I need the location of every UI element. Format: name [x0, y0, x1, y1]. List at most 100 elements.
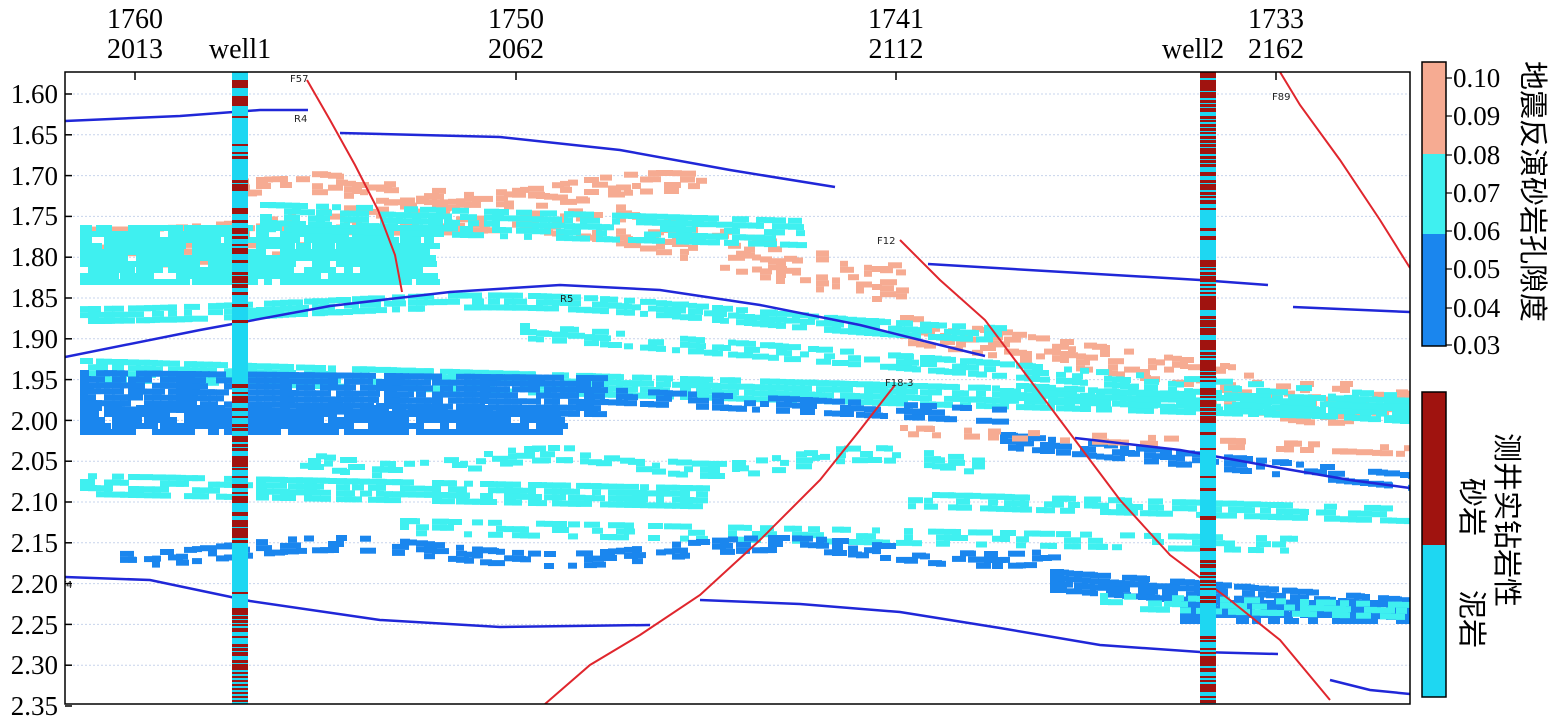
porosity-cell	[1404, 390, 1410, 397]
porosity-cell	[584, 234, 597, 241]
porosity-cell	[568, 294, 581, 301]
porosity-cell	[392, 479, 403, 486]
porosity-cell	[1124, 497, 1132, 504]
porosity-cell	[912, 366, 921, 373]
porosity-cell	[528, 417, 540, 423]
porosity-cell	[400, 201, 414, 208]
porosity-cell	[728, 254, 745, 261]
porosity-cell	[224, 273, 237, 279]
well-sand-layer	[232, 672, 248, 674]
porosity-cell	[1176, 533, 1187, 540]
porosity-cell	[904, 534, 913, 541]
porosity-cell	[672, 496, 682, 503]
porosity-cell	[160, 243, 169, 249]
porosity-cell	[784, 255, 797, 262]
porosity-cell	[400, 267, 415, 273]
porosity-cell	[592, 381, 604, 388]
porosity-cell	[1004, 500, 1014, 507]
well-sand-layer	[232, 512, 248, 516]
porosity-cell	[768, 264, 777, 271]
porosity-cell	[1324, 612, 1334, 618]
porosity-cell	[704, 376, 713, 383]
porosity-cell	[1292, 508, 1306, 515]
well-sand-layer	[1200, 184, 1216, 188]
porosity-cell	[292, 227, 300, 233]
porosity-cell	[184, 405, 192, 411]
porosity-cell	[496, 380, 507, 387]
porosity-cell	[1148, 510, 1158, 517]
well-sand-layer	[1200, 368, 1216, 371]
porosity-cell	[176, 480, 189, 487]
porosity-cell	[1112, 376, 1124, 383]
porosity-cell	[1348, 516, 1357, 523]
porosity-cell	[160, 382, 168, 389]
porosity-cell	[632, 380, 642, 387]
porosity-cell	[456, 544, 464, 551]
porosity-cell	[1188, 505, 1197, 512]
well-sand-layer	[232, 208, 248, 212]
porosity-cell	[1240, 402, 1249, 409]
porosity-cell	[608, 379, 621, 386]
trace-label-2: 2062	[488, 34, 544, 65]
porosity-tick: 0.05	[1453, 254, 1500, 284]
porosity-cell	[264, 261, 272, 267]
porosity-cell	[1056, 387, 1066, 394]
porosity-cell	[1160, 454, 1172, 460]
porosity-cell	[536, 411, 552, 417]
porosity-cell	[732, 216, 749, 223]
top-ticks	[134, 72, 1277, 80]
porosity-cell	[128, 417, 142, 423]
porosity-cell	[648, 176, 661, 183]
porosity-cell	[512, 493, 527, 500]
porosity-cell	[464, 201, 481, 208]
porosity-cell	[128, 225, 140, 231]
porosity-cell	[632, 374, 644, 381]
porosity-cell	[1172, 499, 1186, 506]
porosity-cell	[752, 406, 760, 413]
porosity-cell	[256, 395, 265, 402]
porosity-cell	[832, 538, 849, 544]
porosity-cell	[1060, 507, 1075, 514]
porosity-cell	[480, 195, 493, 202]
porosity-cell	[328, 378, 338, 385]
well-sand-layer	[232, 700, 248, 702]
porosity-cell	[672, 313, 681, 320]
porosity-cell	[288, 423, 302, 429]
porosity-cell	[120, 423, 134, 429]
porosity-cell	[256, 225, 270, 231]
porosity-cell	[416, 379, 431, 386]
porosity-cell	[96, 364, 108, 371]
well-sand-layer	[1200, 400, 1216, 404]
porosity-cell	[848, 545, 858, 552]
porosity-cell	[328, 402, 343, 409]
porosity-cell	[536, 383, 547, 390]
porosity-cell	[1098, 584, 1113, 591]
porosity-cell	[152, 267, 163, 273]
porosity-cell	[840, 411, 854, 417]
porosity-cell	[464, 557, 474, 564]
porosity-cell	[1356, 449, 1373, 456]
porosity-cell	[848, 399, 861, 406]
porosity-cell	[1218, 582, 1232, 589]
porosity-cell	[248, 417, 260, 423]
porosity-cell	[400, 524, 409, 530]
porosity-cell	[1184, 376, 1201, 383]
porosity-cell	[208, 249, 219, 255]
porosity-cell	[1224, 392, 1238, 399]
porosity-cell	[1404, 445, 1410, 452]
porosity-cell	[524, 227, 539, 234]
porosity-cell	[488, 370, 503, 377]
porosity-cell	[944, 328, 956, 335]
porosity-cell	[744, 246, 755, 253]
porosity-cell	[280, 384, 292, 390]
porosity-cell	[768, 316, 777, 323]
porosity-cell	[1328, 419, 1345, 426]
well-sand-layer	[232, 624, 248, 626]
porosity-cell	[368, 295, 385, 302]
porosity-cell	[980, 505, 992, 512]
porosity-cell	[360, 372, 370, 379]
porosity-cell	[440, 374, 457, 381]
porosity-cell	[504, 405, 517, 411]
porosity-cell	[1040, 404, 1055, 411]
porosity-cell	[1040, 448, 1055, 454]
